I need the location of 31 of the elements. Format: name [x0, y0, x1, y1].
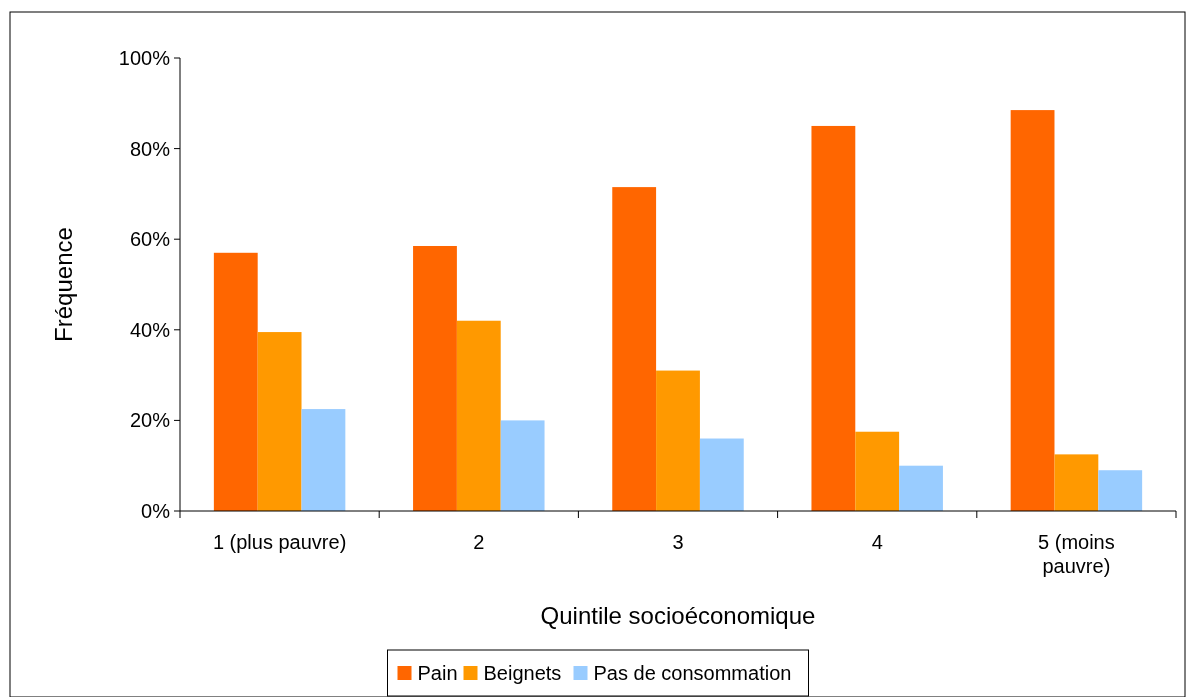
x-tick-label: 1 (plus pauvre) — [212, 531, 347, 553]
legend-label: Pain — [417, 662, 458, 684]
legend-label: Pas de consommation — [593, 662, 792, 684]
bar — [855, 431, 900, 511]
bar — [612, 187, 657, 511]
x-axis-title: Quintile socioéconomique — [540, 602, 816, 629]
bar — [699, 438, 744, 511]
bar — [301, 409, 346, 511]
y-axis-title: Fréquence — [50, 227, 77, 342]
x-tick-label: 3 — [672, 531, 684, 553]
legend-label: Beignets — [483, 662, 562, 684]
bar — [257, 332, 302, 511]
y-tick-label: 80% — [129, 137, 171, 160]
bar — [656, 370, 700, 511]
x-tick-label: 2 — [473, 531, 485, 553]
bar — [1054, 454, 1099, 511]
y-tick-label: 60% — [129, 228, 171, 251]
bar — [1098, 470, 1143, 511]
y-tick-label: 0% — [141, 500, 171, 522]
bar — [456, 320, 501, 511]
x-tick-label: 4 — [871, 531, 883, 553]
bar — [413, 246, 457, 511]
bar — [1010, 110, 1055, 511]
x-tick-label: 5 (moins pauvre) — [1038, 531, 1115, 577]
y-tick-label: 40% — [129, 318, 171, 341]
bar — [811, 125, 856, 511]
bar — [899, 465, 943, 511]
bar — [213, 252, 258, 511]
bar — [500, 420, 545, 511]
y-tick-label: 100% — [118, 47, 171, 69]
y-tick-label: 20% — [129, 409, 171, 432]
